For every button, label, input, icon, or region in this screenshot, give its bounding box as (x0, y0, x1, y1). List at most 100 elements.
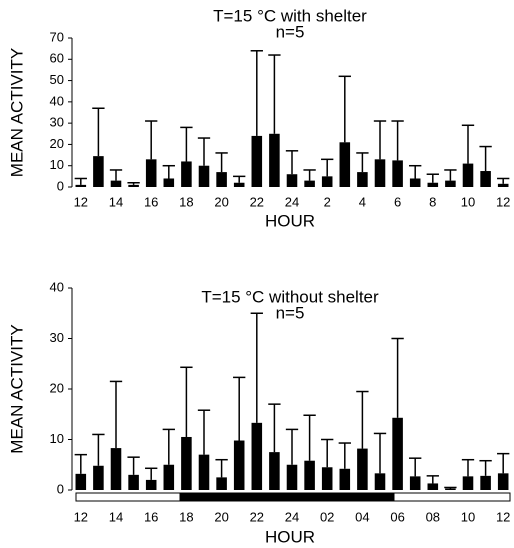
bar (497, 473, 509, 490)
error-bar (197, 409, 211, 455)
x-tick-label: 02 (320, 509, 334, 524)
error-bar (109, 380, 123, 449)
chart-subtitle: n=5 (276, 303, 305, 322)
error-bar (145, 467, 158, 480)
error-bar (145, 120, 158, 160)
x-tick-label: 16 (144, 194, 158, 209)
x-tick-label: 12 (74, 509, 88, 524)
error-bar (268, 54, 281, 134)
x-tick-label: 22 (250, 509, 264, 524)
x-tick-label: 20 (214, 509, 228, 524)
bar (128, 474, 139, 490)
y-tick-label: 20 (50, 136, 64, 151)
error-bar (479, 459, 492, 476)
bar (374, 473, 386, 490)
y-tick-label: 20 (50, 380, 64, 395)
bar (357, 172, 368, 187)
x-tick-label: 24 (285, 509, 299, 524)
error-bar (285, 428, 299, 465)
error-bar (215, 152, 228, 173)
x-tick-label: 20 (214, 194, 228, 209)
bar (286, 174, 298, 187)
bar (198, 165, 210, 187)
bar (110, 180, 122, 187)
error-bar (127, 181, 140, 185)
x-tick-label: 4 (359, 194, 366, 209)
error-bar (391, 337, 404, 418)
x-tick-label: 12 (496, 509, 510, 524)
x-axis-label: HOUR (265, 527, 315, 546)
x-tick-label: 22 (250, 194, 264, 209)
dark-period (179, 492, 395, 502)
light-period (393, 492, 511, 502)
bar (93, 465, 104, 490)
error-bar (74, 453, 87, 474)
x-tick-label: 16 (144, 509, 158, 524)
error-bar (180, 126, 193, 162)
x-tick-label: 18 (179, 509, 193, 524)
bar (233, 440, 245, 490)
bar (321, 467, 333, 490)
bar (269, 452, 280, 490)
error-bar (233, 175, 246, 183)
error-bar (215, 458, 228, 478)
error-bar (391, 120, 404, 161)
y-tick-label: 60 (50, 51, 64, 66)
x-tick-label: 14 (109, 509, 123, 524)
x-tick-label: 10 (461, 194, 475, 209)
error-bar (409, 457, 422, 477)
x-axis-label: HOUR (265, 211, 315, 230)
error-bar (162, 428, 175, 465)
bar (392, 417, 403, 490)
bar (75, 184, 87, 187)
bar (339, 468, 351, 490)
bar (462, 163, 474, 187)
error-bar (127, 456, 140, 475)
error-bar (373, 120, 387, 160)
error-bar (461, 124, 475, 164)
x-tick-label: 12 (74, 194, 88, 209)
error-bar (303, 169, 316, 181)
error-bar (303, 414, 316, 461)
error-bar (461, 458, 475, 477)
bar (427, 182, 439, 187)
y-tick-label: 50 (50, 72, 64, 87)
bar (409, 178, 421, 187)
bar (321, 176, 333, 187)
bar (392, 160, 403, 187)
bar (462, 476, 474, 490)
error-bar (497, 452, 510, 474)
bar (374, 159, 386, 187)
bar (339, 142, 351, 187)
x-tick-label: 10 (461, 509, 475, 524)
bar (163, 464, 175, 490)
error-bar (338, 442, 351, 469)
light-period (75, 492, 181, 502)
y-tick-label: 70 (50, 29, 64, 44)
error-bar (162, 164, 175, 179)
x-tick-label: 14 (109, 194, 123, 209)
error-bar (250, 50, 263, 136)
y-tick-label: 0 (57, 481, 64, 496)
bar (427, 483, 439, 490)
bar (497, 183, 509, 187)
bar (145, 479, 157, 490)
error-bar (321, 158, 334, 177)
error-bar (74, 177, 87, 185)
bar (145, 159, 157, 187)
bar (198, 454, 210, 490)
bar (269, 133, 280, 187)
bar (216, 172, 227, 187)
error-bar (285, 150, 299, 175)
error-bar (338, 75, 351, 143)
chart-title: T=15 °C with shelter (213, 6, 367, 25)
x-tick-label: 04 (355, 509, 369, 524)
error-bar (321, 438, 334, 468)
bar (163, 178, 175, 187)
bar (304, 180, 315, 187)
x-tick-label: 6 (394, 194, 401, 209)
error-bar (444, 486, 457, 489)
x-tick-label: 08 (426, 509, 440, 524)
error-bar (109, 169, 123, 181)
error-bar (426, 475, 439, 484)
